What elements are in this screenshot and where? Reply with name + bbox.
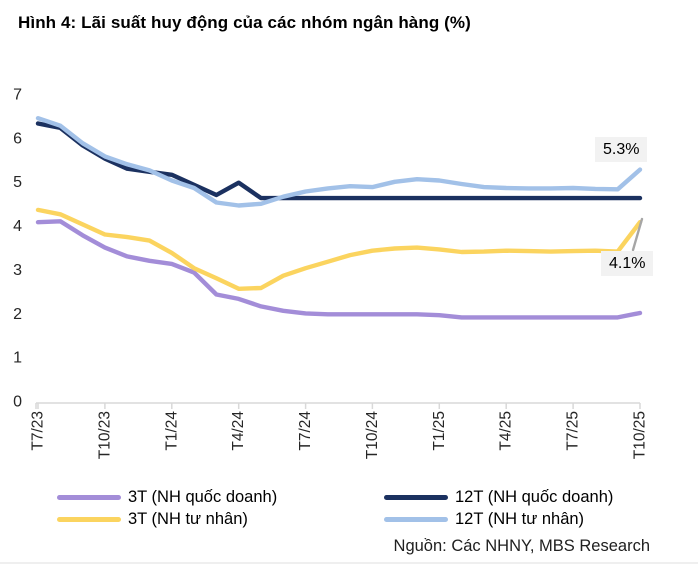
- y-tick-label: 7: [13, 87, 22, 104]
- series-line-3: [35, 115, 643, 208]
- x-tick-label: T7/23: [30, 411, 47, 451]
- legend-item-1: 3T (NH quốc doanh): [57, 487, 384, 507]
- x-tick-label: T1/25: [431, 411, 448, 451]
- legend-item-4: 12T (NH tư nhân): [384, 509, 613, 529]
- legend-label: 3T (NH quốc doanh): [128, 487, 278, 506]
- legend: 3T (NH quốc doanh) 12T (NH quốc doanh) 3T …: [57, 487, 613, 529]
- y-tick-label: 2: [13, 306, 22, 323]
- x-axis: [35, 402, 641, 409]
- annotation-3t-tu-nhan: 4.1%: [601, 251, 654, 276]
- x-tick-label: T7/24: [297, 411, 314, 451]
- legend-label: 12T (NH quốc doanh): [455, 487, 614, 506]
- legend-swatch: [57, 516, 121, 522]
- x-tick-label: T4/25: [498, 411, 515, 451]
- legend-swatch: [384, 516, 448, 522]
- y-tick-label: 3: [13, 262, 22, 279]
- x-tick-label: T10/23: [96, 411, 113, 459]
- legend-item-3: 12T (NH quốc doanh): [384, 487, 613, 507]
- x-tick-label: T1/24: [163, 411, 180, 451]
- x-tick-label: T10/25: [632, 411, 649, 459]
- card-bottom-divider: [0, 562, 698, 564]
- legend-swatch: [384, 494, 448, 500]
- legend-item-2: 3T (NH tư nhân): [57, 509, 384, 529]
- legend-swatch: [57, 494, 121, 500]
- x-tick-label: T4/24: [230, 411, 247, 451]
- y-tick-label: 6: [13, 130, 22, 147]
- series-line-0: [35, 219, 643, 320]
- chart-title: Hình 4: Lãi suất huy động của các nhóm n…: [18, 13, 471, 32]
- y-tick-label: 0: [13, 394, 22, 411]
- y-tick-label: 1: [13, 350, 22, 367]
- legend-label: 3T (NH tư nhân): [128, 509, 248, 528]
- x-tick-label: T7/25: [565, 411, 582, 451]
- label-leader-line: [631, 217, 644, 252]
- series-line-1: [35, 207, 643, 291]
- series-line-2: [35, 121, 643, 201]
- x-tick-label: T10/24: [364, 411, 381, 460]
- legend-label: 12T (NH tư nhân): [455, 509, 585, 528]
- y-tick-label: 5: [13, 174, 22, 191]
- annotation-12t-tu-nhan: 5.3%: [595, 137, 648, 162]
- source-note: Nguồn: Các NHNY, MBS Research: [393, 537, 650, 555]
- y-tick-label: 4: [13, 218, 22, 235]
